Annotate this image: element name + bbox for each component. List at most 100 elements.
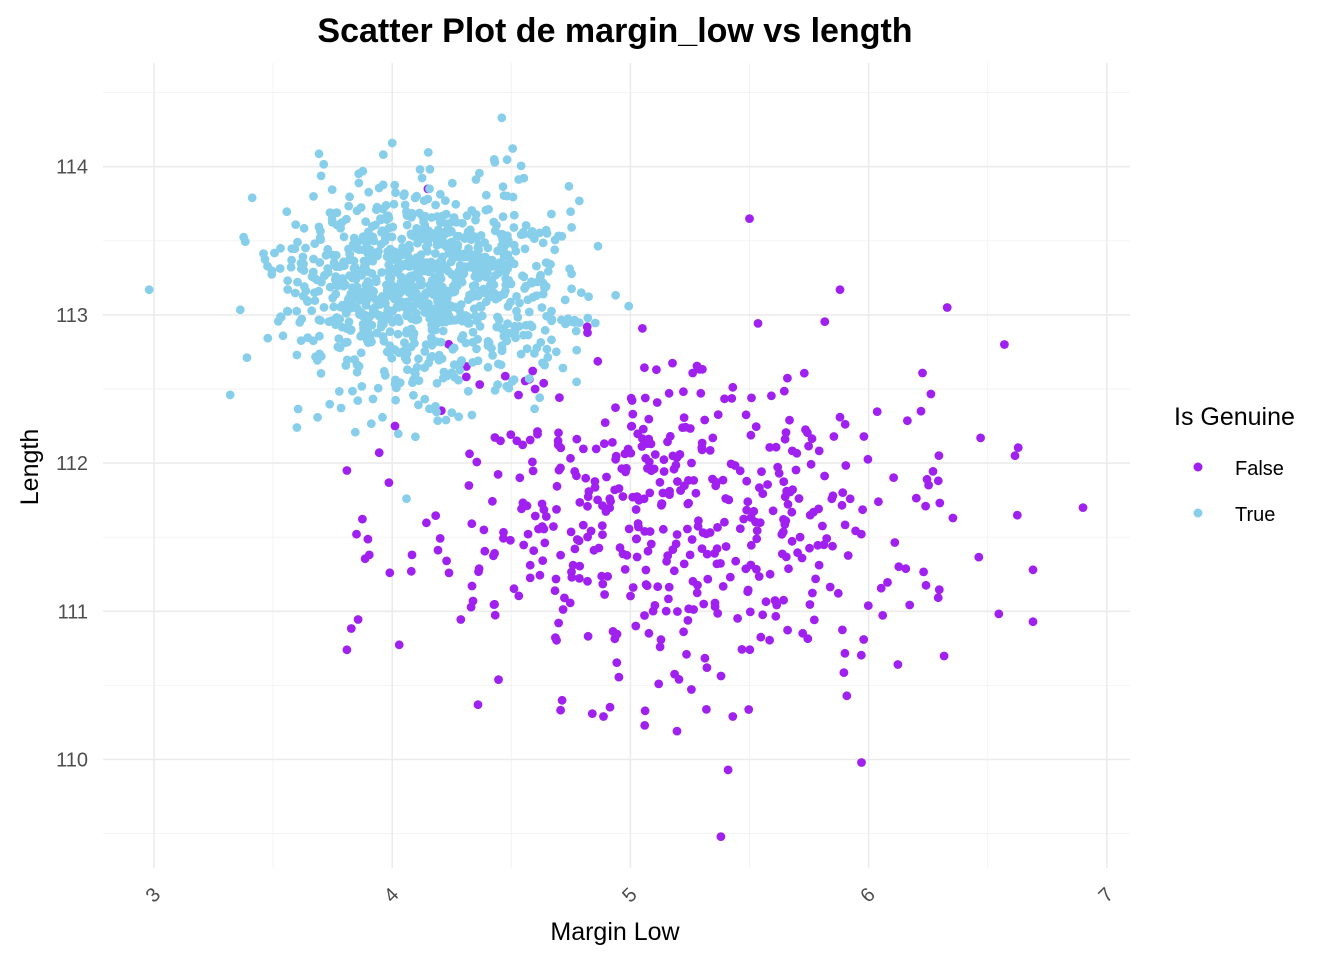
point-true	[502, 155, 512, 165]
point-true	[390, 290, 400, 300]
point-false	[767, 391, 776, 401]
y-tick-label: 113	[56, 305, 88, 327]
point-false	[572, 535, 582, 544]
point-true	[447, 178, 457, 188]
point-true	[290, 288, 300, 298]
point-true	[442, 288, 452, 298]
point-false	[798, 628, 808, 638]
point-false	[893, 660, 903, 669]
point-false	[467, 519, 477, 529]
legend-label-false: False	[1235, 458, 1284, 480]
point-false	[480, 546, 490, 556]
point-false	[695, 365, 705, 374]
point-false	[528, 466, 538, 476]
point-true	[321, 250, 331, 260]
point-true	[538, 238, 548, 248]
point-true	[328, 250, 338, 260]
y-tick-label: 114	[56, 157, 88, 179]
point-false	[353, 615, 363, 624]
point-false	[787, 536, 797, 546]
point-false	[525, 435, 535, 445]
point-false	[921, 580, 931, 590]
y-tick-label: 111	[58, 601, 88, 623]
point-true	[408, 378, 417, 388]
point-true	[446, 238, 456, 248]
point-false	[645, 488, 655, 498]
point-true	[366, 311, 375, 321]
point-false	[611, 451, 621, 461]
point-false	[728, 712, 738, 721]
point-false	[556, 443, 566, 453]
point-true	[345, 300, 355, 310]
point-true	[414, 266, 424, 276]
point-false	[820, 471, 829, 481]
point-true	[414, 376, 424, 385]
point-true	[378, 180, 388, 190]
point-false	[648, 606, 658, 616]
point-true	[278, 331, 288, 341]
point-true	[296, 336, 306, 345]
point-true	[470, 280, 480, 290]
point-false	[685, 550, 695, 560]
point-false	[687, 535, 697, 544]
point-false	[779, 386, 789, 396]
point-false	[829, 432, 839, 441]
point-false	[602, 472, 611, 482]
point-false	[683, 524, 692, 534]
point-false	[579, 444, 588, 454]
point-true	[366, 337, 375, 347]
point-false	[654, 679, 664, 689]
point-false	[753, 319, 763, 328]
point-false	[466, 602, 476, 612]
point-false	[646, 539, 656, 549]
point-false	[633, 519, 643, 528]
point-false	[720, 394, 729, 404]
point-true	[547, 209, 556, 219]
point-true	[354, 178, 364, 188]
point-true	[283, 306, 292, 316]
point-true	[497, 241, 507, 250]
point-true	[386, 315, 396, 325]
point-false	[641, 565, 651, 575]
point-true	[427, 320, 436, 330]
point-false	[631, 621, 641, 631]
point-false	[605, 702, 615, 712]
point-false	[712, 559, 722, 569]
point-false	[1012, 510, 1022, 520]
point-false	[626, 591, 635, 601]
point-true	[455, 358, 465, 368]
point-true	[315, 331, 324, 341]
point-false	[856, 650, 866, 660]
point-false	[765, 443, 775, 452]
point-false	[781, 552, 791, 562]
point-true	[460, 262, 470, 272]
point-true	[303, 297, 312, 306]
point-false	[921, 501, 930, 511]
point-false	[758, 489, 768, 499]
point-true	[426, 258, 436, 268]
point-true	[488, 262, 497, 271]
point-false	[911, 493, 921, 503]
x-axis-title: Margin Low	[550, 918, 680, 946]
point-false	[679, 387, 688, 397]
point-true	[316, 235, 325, 245]
point-true	[353, 396, 363, 405]
point-true	[547, 335, 556, 345]
point-false	[556, 550, 565, 560]
point-false	[903, 416, 912, 426]
point-true	[431, 249, 440, 258]
point-false	[342, 466, 352, 475]
point-false	[793, 548, 802, 558]
point-true	[344, 317, 354, 327]
point-true	[420, 220, 430, 230]
point-true	[356, 331, 365, 341]
point-false	[756, 632, 766, 642]
point-false	[514, 591, 524, 601]
point-false	[828, 491, 838, 501]
point-true	[371, 274, 381, 284]
point-false	[761, 597, 771, 607]
point-true	[358, 166, 368, 176]
point-true	[523, 295, 533, 305]
point-true	[488, 351, 497, 360]
point-true	[413, 238, 422, 248]
